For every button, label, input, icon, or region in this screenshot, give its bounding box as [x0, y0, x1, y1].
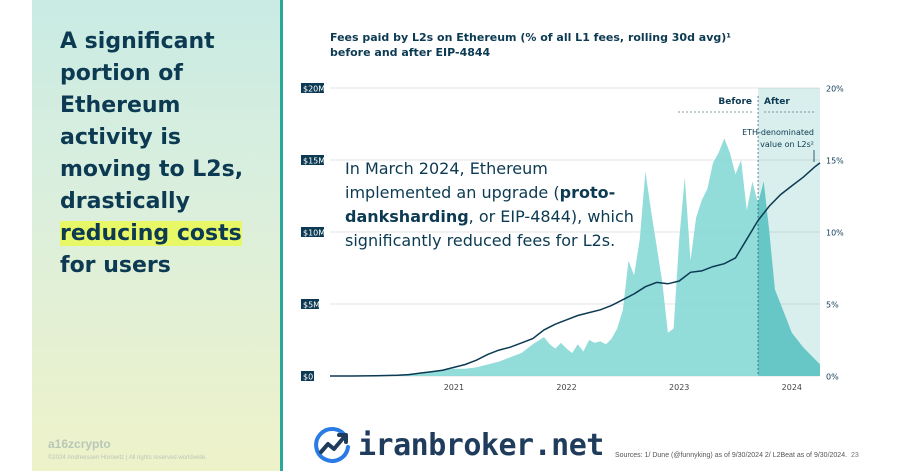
left-tick-badge: [301, 371, 314, 381]
overlay-part-2: , or EIP-4844), which significantly redu…: [345, 207, 634, 250]
x-tick-label: 2022: [556, 383, 576, 392]
before-label: Before: [718, 97, 752, 107]
chart-title-line-2: before and after EIP-4844: [330, 46, 491, 59]
chart-title: Fees paid by L2s on Ethereum (% of all L…: [330, 30, 731, 60]
watermark-chart-icon: [314, 426, 350, 463]
x-tick-label: 2023: [669, 383, 689, 392]
headline-part-2: for users: [60, 253, 171, 278]
series-eth-value-line: [330, 162, 821, 377]
watermark: iranbroker.net: [312, 423, 604, 467]
overlay-text: In March 2024, Ethereum implemented an u…: [345, 157, 645, 253]
overlay-part-1: In March 2024, Ethereum implemented an u…: [345, 159, 560, 202]
headline-part-1: A significant portion of Ethereum activi…: [60, 29, 244, 214]
right-tick-label: 0%: [826, 373, 839, 382]
after-label: After: [764, 97, 790, 107]
divider: [280, 0, 283, 471]
left-tick-badge: [301, 83, 324, 93]
headline-highlight: reducing costs: [60, 221, 242, 246]
eth-value-label-line-2: value on L2s²: [760, 140, 814, 149]
left-tick-badge: [301, 227, 324, 237]
left-tick-label: $20M: [303, 85, 325, 94]
headline: A significant portion of Ethereum activi…: [60, 26, 275, 282]
x-tick-label: 2021: [444, 383, 464, 392]
right-tick-label: 5%: [826, 301, 839, 310]
watermark-text: iranbroker.net: [358, 427, 604, 463]
sources-note: Sources: 1/ Dune (@funnyking) as of 9/30…: [615, 452, 848, 459]
right-tick-label: 20%: [826, 85, 844, 94]
left-tick-label: $15M: [303, 157, 325, 166]
right-tick-label: 10%: [826, 229, 844, 238]
left-tick-label: $5M: [303, 301, 320, 310]
eth-value-label-line-1: ETH-denominated: [742, 128, 814, 137]
right-tick-label: 15%: [826, 157, 844, 166]
x-tick-label: 2024: [782, 383, 802, 392]
left-tick-label: $0: [303, 373, 313, 382]
overlay-bold: proto-danksharding: [345, 183, 616, 226]
page-number: 23: [851, 452, 859, 459]
series-fee-share-area: [330, 138, 820, 376]
left-tick-label: $10M: [303, 229, 325, 238]
left-tick-badge: [301, 299, 319, 309]
chart-title-line-1: Fees paid by L2s on Ethereum (% of all L…: [330, 31, 732, 44]
brand-logo: a16zcrypto: [48, 437, 111, 451]
left-tick-badge: [301, 155, 324, 165]
series-fee-share-after-area: [758, 181, 820, 376]
copyright: ©2024 Andreessen Horowitz | All rights r…: [48, 455, 207, 461]
